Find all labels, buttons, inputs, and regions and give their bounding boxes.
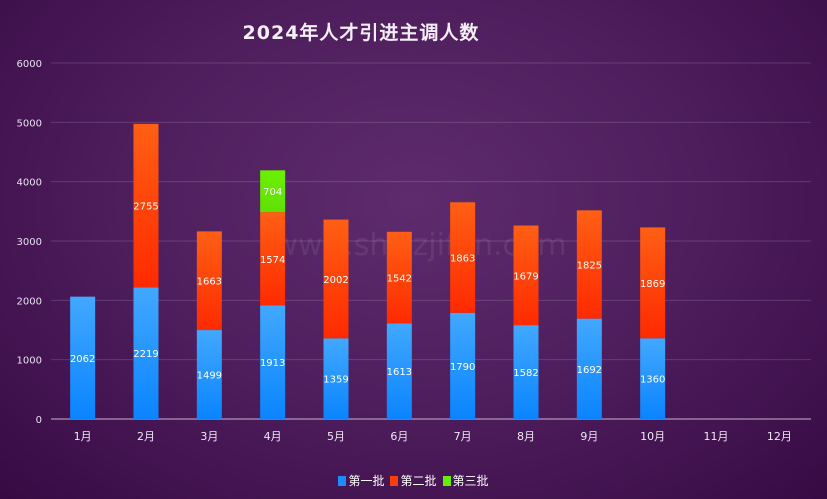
x-tick-label: 11月	[704, 430, 729, 443]
data-label: 1499	[197, 371, 222, 382]
y-tick-label: 0	[36, 415, 42, 426]
x-tick-label: 6月	[390, 430, 408, 443]
bar-第二批	[513, 225, 539, 326]
data-label: 2062	[70, 354, 95, 365]
data-label: 1582	[513, 368, 538, 379]
x-tick-label: 3月	[200, 430, 218, 443]
x-tick-label: 12月	[767, 430, 792, 443]
bar-第二批	[323, 219, 349, 339]
data-label: 2219	[133, 349, 158, 360]
bar-第一批	[576, 318, 602, 419]
legend-item-series-3[interactable]: 第三批	[442, 472, 489, 489]
data-label: 1613	[387, 367, 412, 378]
data-label: 2002	[323, 275, 348, 286]
x-tick-label: 10月	[640, 430, 665, 443]
y-tick-label: 1000	[17, 356, 42, 367]
data-label: 704	[263, 187, 282, 198]
legend-swatch	[390, 475, 399, 486]
data-label: 1863	[450, 254, 475, 265]
data-label: 1679	[513, 271, 538, 282]
bar-第二批	[133, 123, 159, 288]
bar-第二批	[576, 210, 602, 319]
bar-第一批	[196, 330, 222, 419]
bar-第一批	[133, 287, 159, 419]
bar-第二批	[260, 212, 286, 306]
data-label: 1542	[387, 274, 412, 285]
bar-第二批	[640, 227, 666, 339]
legend-label: 第三批	[452, 474, 489, 488]
x-tick-label: 2月	[137, 430, 155, 443]
y-tick-label: 2000	[17, 296, 42, 307]
y-tick-label: 3000	[17, 237, 42, 248]
data-label: 1663	[197, 277, 222, 288]
x-tick-label: 7月	[454, 430, 472, 443]
data-label: 1790	[450, 362, 475, 373]
bar-第一批	[450, 312, 476, 419]
bar-第二批	[196, 231, 222, 331]
data-label: 1359	[323, 375, 348, 386]
legend-swatch	[338, 475, 347, 486]
bar-第二批	[450, 202, 476, 313]
data-label: 1360	[640, 375, 665, 386]
data-label: 2755	[133, 202, 158, 213]
x-tick-label: 5月	[327, 430, 345, 443]
bar-第一批	[260, 305, 286, 419]
bar-第一批	[640, 338, 666, 419]
data-label: 1869	[640, 279, 665, 290]
bar-第一批	[323, 338, 349, 419]
legend-label: 第一批	[348, 474, 385, 488]
data-label: 1825	[577, 260, 602, 271]
legend-label: 第二批	[400, 474, 437, 488]
bar-第一批	[70, 296, 96, 419]
x-tick-label: 1月	[74, 430, 92, 443]
bar-第三批	[260, 170, 286, 213]
legend-item-series-1[interactable]: 第一批	[338, 472, 384, 489]
legend: 第一批 第二批 第三批	[0, 472, 827, 489]
x-tick-label: 4月	[264, 430, 282, 443]
y-tick-label: 6000	[17, 59, 42, 70]
bar-第二批	[386, 231, 412, 324]
chart-title: 2024年人才引进主调人数	[242, 22, 480, 44]
bar-第一批	[513, 325, 539, 419]
bar-第一批	[386, 323, 412, 419]
data-label: 1574	[260, 255, 285, 266]
data-label: 1692	[577, 365, 602, 376]
legend-item-series-2[interactable]: 第二批	[390, 472, 437, 489]
x-tick-label: 8月	[517, 430, 535, 443]
x-tick-label: 9月	[580, 430, 598, 443]
data-label: 1913	[260, 358, 285, 369]
y-tick-label: 4000	[17, 178, 42, 189]
y-tick-label: 5000	[17, 118, 42, 129]
legend-swatch	[442, 475, 451, 486]
